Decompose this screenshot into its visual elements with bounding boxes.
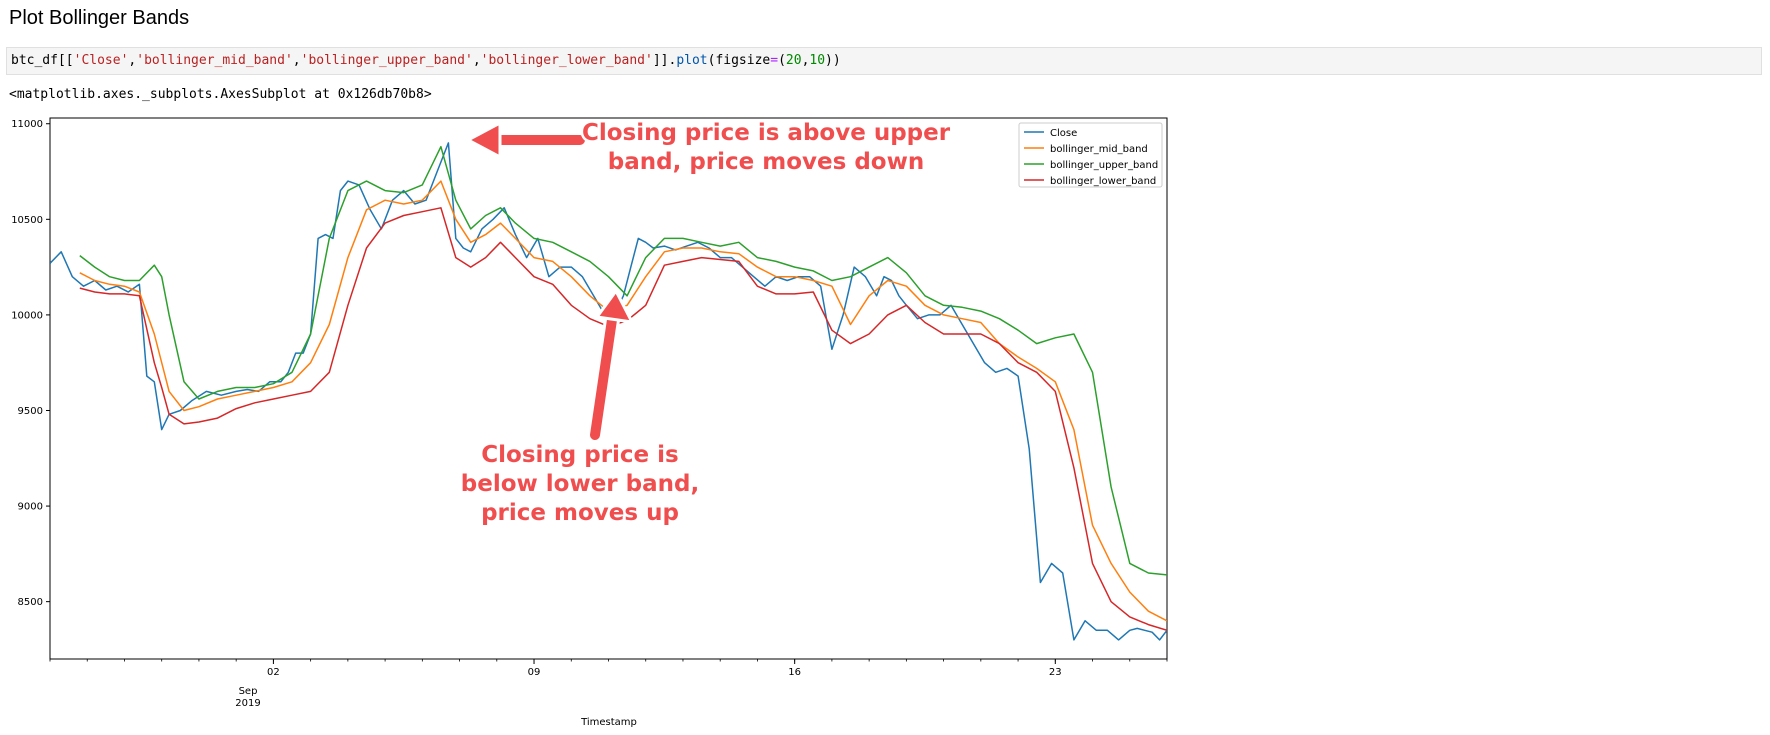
x-tick-sublabel-month: Sep: [239, 686, 258, 697]
annotation-arrow-shaft: [590, 308, 618, 440]
code-line: btc_df[['Close','bollinger_mid_band','bo…: [11, 53, 841, 68]
annotation-upper-line-2: band, price moves down: [608, 149, 924, 175]
series-line-mid-band: [79, 180, 1167, 622]
code-token: (figsize: [707, 53, 771, 68]
code-token: =: [770, 53, 779, 68]
y-tick-label: 9000: [18, 502, 43, 513]
x-tick-label: 16: [788, 667, 801, 678]
annotation-upper-line-1: Closing price is above upper: [582, 120, 951, 146]
y-tick-label: 10500: [11, 215, 43, 226]
y-tick-label: 10000: [11, 310, 43, 321]
y-tick-label: 11000: [11, 119, 43, 130]
series-line-upper-band: [79, 145, 1167, 576]
y-tick-label: 8500: [18, 597, 43, 608]
legend-label-lower: bollinger_lower_band: [1050, 176, 1156, 187]
code-token: )): [825, 53, 841, 68]
legend-label-upper: bollinger_upper_band: [1050, 160, 1158, 171]
code-token: 20: [785, 53, 802, 68]
code-token: 'bollinger_lower_band': [480, 53, 653, 68]
legend-label-close: Close: [1050, 128, 1077, 139]
code-token: ,: [801, 53, 810, 68]
code-token: 'bollinger_upper_band': [300, 53, 473, 68]
bollinger-chart: 8500 9000 9500 10000 10500 11000 02 09 16 23 Sep20…: [11, 117, 1168, 728]
code-token: ]].: [652, 53, 677, 68]
annotation-lower-line-1: Closing price is: [481, 442, 679, 468]
code-token: btc_df[[: [11, 53, 74, 68]
annotation-arrow-head: [466, 121, 502, 159]
legend: Close bollinger_mid_band bollinger_upper…: [1018, 122, 1163, 188]
x-tick-label: 09: [528, 667, 541, 678]
annotation-lower-arrow: [587, 289, 634, 443]
annotation-arrow-head: [595, 289, 634, 324]
legend-frame: [1018, 122, 1163, 188]
code-token: (: [778, 53, 786, 68]
code-token: ,: [128, 53, 137, 68]
x-axis-label: Timestamp: [580, 717, 637, 728]
output-repr: <matplotlib.axes._subplots.AxesSubplot a…: [9, 87, 432, 102]
section-heading: Plot Bollinger Bands: [9, 7, 190, 29]
code-token: 10: [809, 53, 826, 68]
code-token: plot: [676, 53, 708, 68]
legend-label-mid: bollinger_mid_band: [1050, 144, 1148, 155]
code-token: 'Close': [73, 53, 129, 68]
code-token: 'bollinger_mid_band': [136, 53, 293, 68]
x-tick-sublabel-year: 2019: [235, 698, 260, 709]
code-token: ,: [292, 53, 301, 68]
annotation-lower-line-2: below lower band,: [461, 471, 699, 497]
y-tick-label: 9500: [18, 406, 43, 417]
annotation-upper-arrow: [466, 121, 588, 159]
axes-layer: 8500 9000 9500 10000 10500 11000 02 09 16 23 Sep20…: [11, 119, 1168, 709]
x-tick-label: 23: [1049, 667, 1062, 678]
x-tick-label: 02: [267, 667, 280, 678]
code-cell[interactable]: btc_df[['Close','bollinger_mid_band','bo…: [6, 47, 1762, 75]
code-token: ,: [472, 53, 481, 68]
series-line-lower-band: [79, 207, 1167, 632]
annotation-lower-line-3: price moves up: [481, 500, 679, 526]
